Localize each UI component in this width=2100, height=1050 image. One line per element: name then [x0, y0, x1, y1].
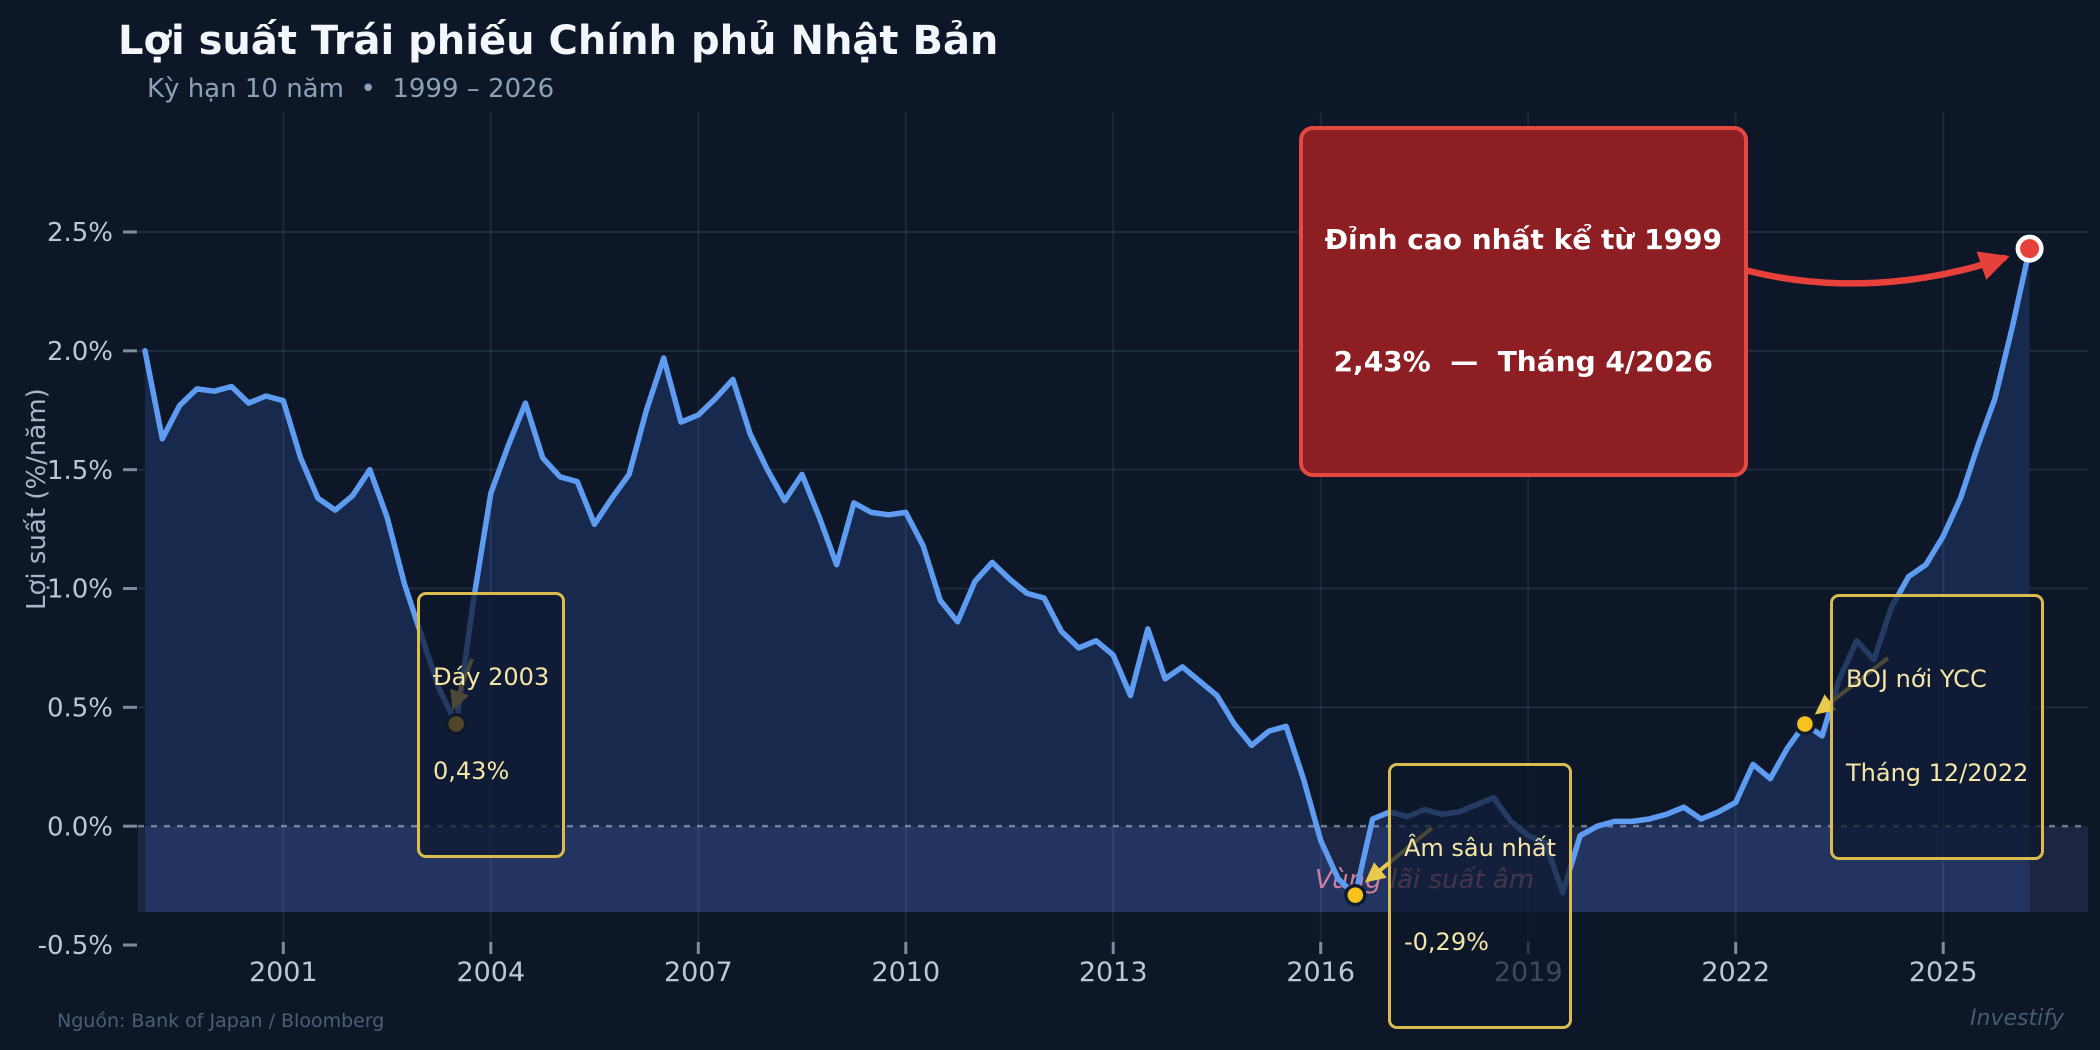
svg-text:2001: 2001 — [249, 957, 318, 988]
page-title: Lợi suất Trái phiếu Chính phủ Nhật Bản — [118, 18, 999, 64]
annotation-deepest-negative-callout: Âm sâu nhất -0,29% — [1388, 763, 1573, 1029]
svg-text:2010: 2010 — [871, 957, 940, 988]
annotation-2003-low-line1: Đáy 2003 — [433, 663, 550, 692]
svg-text:0.5%: 0.5% — [47, 693, 113, 723]
area-fill — [145, 248, 2030, 913]
svg-text:2004: 2004 — [456, 957, 525, 988]
annotation-boj-ycc-line1: BOJ nới YCC — [1846, 665, 1987, 694]
annotation-boj-ycc-line2: Tháng 12/2022 — [1846, 758, 2029, 787]
svg-text:-0.5%: -0.5% — [38, 931, 113, 961]
annotation-2003-low-callout: Đáy 2003 0,43% — [417, 592, 566, 858]
svg-text:1.0%: 1.0% — [47, 575, 113, 605]
annotation-peak-line1: Đỉnh cao nhất kể từ 1999 — [1324, 223, 1722, 257]
source-credit: Nguồn: Bank of Japan / Bloomberg — [57, 1010, 385, 1032]
marker-boj-ycc — [1793, 712, 1817, 736]
chart-subtitle: Kỳ hạn 10 năm • 1999 – 2026 — [147, 74, 555, 104]
annotation-peak-line2: 2,43% — Tháng 4/2026 — [1333, 344, 1713, 378]
svg-text:2016: 2016 — [1286, 957, 1355, 988]
svg-text:0.0%: 0.0% — [47, 812, 113, 842]
svg-text:1.5%: 1.5% — [47, 456, 113, 486]
y-axis-ticks: 2.5% 2.0% 1.5% 1.0% 0.5% 0.0% -0.5% — [38, 218, 137, 961]
y-axis-title: Lợi suất (%/năm) — [22, 388, 52, 610]
svg-text:2007: 2007 — [664, 957, 733, 988]
annotation-boj-ycc-callout: BOJ nới YCC Tháng 12/2022 — [1830, 594, 2045, 860]
annotation-deepest-negative-line2: -0,29% — [1404, 927, 1489, 956]
svg-text:2022: 2022 — [1701, 957, 1770, 988]
watermark: Investify — [1970, 1006, 2064, 1031]
svg-text:2.0%: 2.0% — [47, 337, 113, 367]
svg-text:2.5%: 2.5% — [47, 218, 113, 248]
annotation-deepest-negative-line1: Âm sâu nhất — [1404, 834, 1557, 863]
marker-peak — [2015, 234, 2044, 263]
annotation-peak-callout: Đỉnh cao nhất kể từ 1999 2,43% — Tháng 4… — [1298, 126, 1748, 477]
svg-text:2013: 2013 — [1079, 957, 1148, 988]
svg-text:2025: 2025 — [1909, 957, 1978, 988]
marker-deepest-negative — [1344, 883, 1367, 907]
x-axis-ticks: 200120042007201020132016201920222025 — [249, 942, 1978, 988]
annotation-2003-low-line2: 0,43% — [433, 756, 510, 785]
